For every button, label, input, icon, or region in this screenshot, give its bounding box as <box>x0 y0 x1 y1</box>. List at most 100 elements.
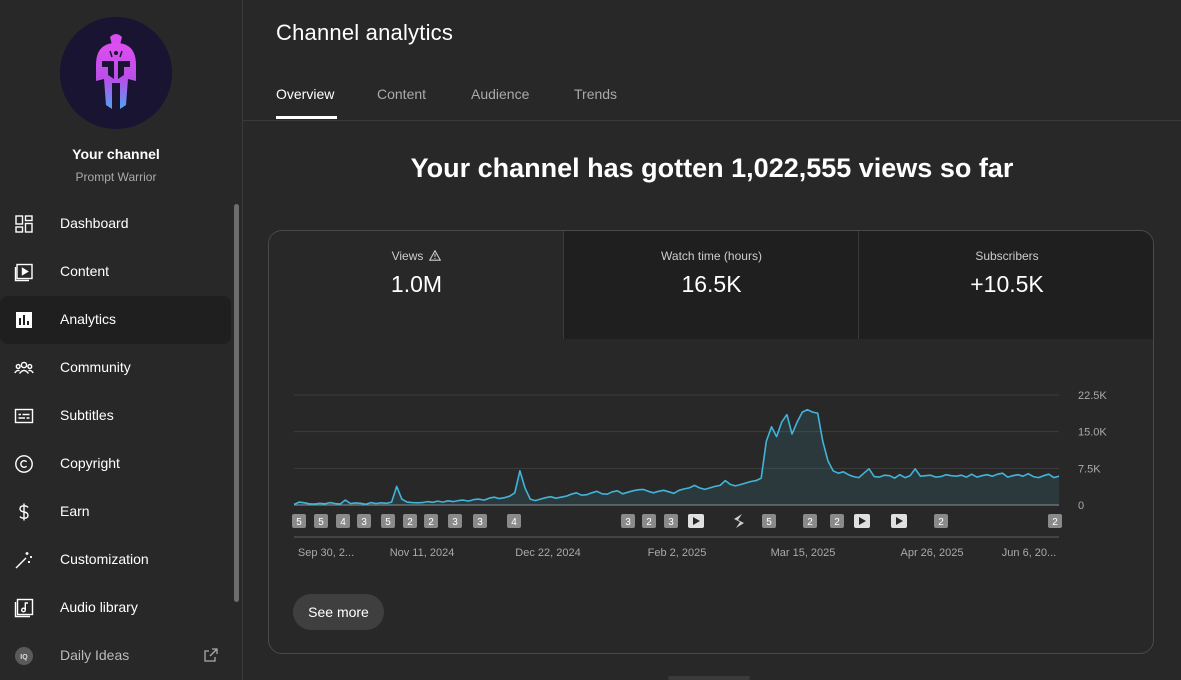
metric-divider <box>858 231 859 339</box>
sidebar-item-label: Audio library <box>60 599 138 615</box>
sidebar-item-subtitles[interactable]: Subtitles <box>0 392 232 440</box>
annotation-marker <box>642 514 656 528</box>
sidebar-item-customization[interactable]: Customization <box>0 536 232 584</box>
sidebar-item-dashboard[interactable]: Dashboard <box>0 200 232 248</box>
annotation-marker <box>336 514 350 528</box>
y-tick-label: 7.5K <box>1078 463 1101 475</box>
annotation-count: 3 <box>477 517 483 528</box>
annotation-marker <box>1048 514 1062 528</box>
sidebar-item-label: Daily Ideas <box>60 647 130 663</box>
active-tab-indicator <box>276 116 337 119</box>
annotation-marker <box>448 514 462 528</box>
annotation-marker <box>357 514 371 528</box>
sidebar-item-label: Content <box>60 263 110 279</box>
sidebar-item-audio-library[interactable]: Audio library <box>0 584 232 632</box>
metric-value: 1.0M <box>390 271 443 297</box>
annotation-count: 5 <box>766 517 772 528</box>
annotation-count: 2 <box>1052 517 1058 528</box>
analytics-icon <box>14 310 34 330</box>
sidebar-item-analytics[interactable]: Analytics <box>0 296 231 344</box>
annotation-marker <box>830 514 844 528</box>
annotation-marker <box>424 514 438 528</box>
annotation-count: 2 <box>938 517 944 528</box>
channel-handle: Prompt Warrior <box>75 170 157 184</box>
metric-tab-subscribers[interactable]: Subscribers +10.5K <box>859 231 1153 339</box>
views-series-line <box>293 408 1060 506</box>
annotation-count: 5 <box>296 517 302 528</box>
x-tick-label: Nov 11, 2024 <box>390 547 455 559</box>
annotation-count: 3 <box>625 517 631 528</box>
annotation-marker <box>507 514 521 528</box>
annotation-marker <box>762 514 776 528</box>
sidebar: Your channel Prompt Warrior Dashboard Co… <box>0 0 243 680</box>
annotation-count: 2 <box>807 517 813 528</box>
annotation-count: 2 <box>407 517 413 528</box>
shorts-icon <box>734 514 744 528</box>
metric-label: Subscribers <box>975 249 1039 263</box>
see-more-button[interactable]: See more <box>293 594 384 630</box>
sidebar-item-daily-ideas[interactable]: IQ Daily Ideas <box>0 632 232 680</box>
annotation-count: 2 <box>428 517 434 528</box>
annotation-count: 2 <box>834 517 840 528</box>
views-chart[interactable]: 22.5K 15.0K 7.5K 0 5 5 4 3 5 2 2 3 3 4 3 2 3 5 2 2 2 2 Sep 30,… <box>269 339 1153 653</box>
sidebar-item-community[interactable]: Community <box>0 344 232 392</box>
tab-trends[interactable]: Trends <box>574 86 618 102</box>
annotation-marker <box>314 514 328 528</box>
annotation-count: 4 <box>340 517 346 528</box>
channel-name: Your channel <box>72 146 160 162</box>
scroll-indicator <box>668 676 750 680</box>
sidebar-scrollbar[interactable] <box>234 204 239 602</box>
sidebar-item-earn[interactable]: Earn <box>0 488 232 536</box>
metric-value: 16.5K <box>681 271 742 297</box>
subtitles-icon <box>14 406 34 426</box>
tab-content[interactable]: Content <box>377 86 427 102</box>
metric-tab-views[interactable]: Views 1.0M <box>269 231 564 339</box>
annotation-marker <box>473 514 487 528</box>
play-icon <box>693 517 700 525</box>
spartan-helmet-logo <box>60 17 172 129</box>
tab-overview[interactable]: Overview <box>276 86 335 102</box>
play-icon <box>859 517 866 525</box>
external-link-icon <box>203 647 219 663</box>
page-title: Channel analytics <box>276 20 454 45</box>
content-icon <box>14 262 34 282</box>
sidebar-item-label: Community <box>60 359 131 375</box>
x-tick-label: Feb 2, 2025 <box>648 547 707 559</box>
annotation-count: 3 <box>668 517 674 528</box>
annotation-marker <box>621 514 635 528</box>
sidebar-item-label: Customization <box>60 551 149 567</box>
annotation-count: 5 <box>385 517 391 528</box>
annotation-marker <box>803 514 817 528</box>
x-tick-label: Sep 30, 2... <box>298 547 354 559</box>
lifetime-views-headline: Your channel has gotten 1,022,555 views … <box>410 153 1014 183</box>
warning-icon <box>429 249 442 261</box>
x-tick-label: Apr 26, 2025 <box>901 547 964 559</box>
sidebar-item-copyright[interactable]: Copyright <box>0 440 232 488</box>
annotation-marker <box>292 514 306 528</box>
annotation-marker <box>381 514 395 528</box>
metric-divider <box>563 231 564 339</box>
sidebar-item-label: Earn <box>60 503 90 519</box>
dashboard-icon <box>14 214 34 234</box>
sidebar-item-label: Dashboard <box>60 215 129 231</box>
copyright-icon <box>14 454 34 474</box>
views-chart-svg: 22.5K 15.0K 7.5K 0 5 5 4 3 5 2 2 3 3 4 3 2 3 5 2 2 2 2 Sep 30,… <box>292 390 1107 559</box>
y-tick-label: 15.0K <box>1078 427 1107 439</box>
sidebar-item-content[interactable]: Content <box>0 248 232 296</box>
metric-label: Views <box>269 249 564 263</box>
sidebar-item-label: Subtitles <box>60 407 114 423</box>
tab-audience[interactable]: Audience <box>471 86 530 102</box>
earn-icon <box>14 502 34 522</box>
metric-label: Watch time (hours) <box>661 249 762 263</box>
annotation-marker <box>403 514 417 528</box>
metric-tab-watch-time[interactable]: Watch time (hours) 16.5K <box>564 231 859 339</box>
annotation-marker <box>934 514 948 528</box>
views-area-fill <box>294 409 1059 505</box>
channel-avatar[interactable] <box>60 17 172 129</box>
x-tick-label: Jun 6, 20... <box>1002 547 1056 559</box>
sidebar-item-label: Analytics <box>60 311 117 327</box>
x-tick-label: Mar 15, 2025 <box>771 547 836 559</box>
overview-card: Views 1.0M Watch time (hours) 16.5K Subs… <box>268 230 1154 654</box>
tab-bar: Overview Content Audience Trends <box>243 70 1181 121</box>
audio-library-icon <box>14 598 34 618</box>
